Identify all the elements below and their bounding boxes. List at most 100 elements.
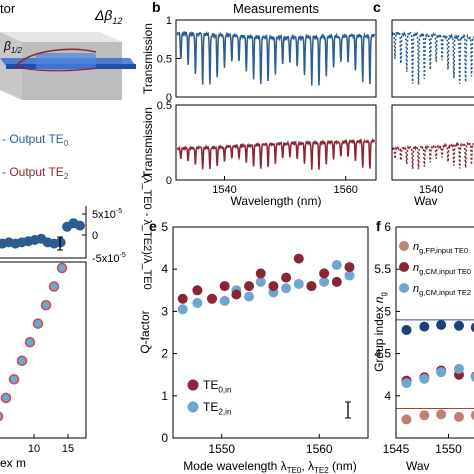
e-xtick-label: 1560: [306, 442, 333, 456]
panel-b-label: b: [152, 0, 161, 15]
panel-e-label: e: [149, 218, 157, 234]
e-point-TE2,in: [177, 304, 188, 315]
e-point-TE0,in: [207, 293, 217, 304]
f-point: [470, 410, 474, 420]
b-top-ytick-label: 0: [166, 92, 172, 104]
b-top-plot: 0 0.5 1 Transmission: [141, 15, 377, 104]
f-ylabel-sub: g: [379, 292, 388, 296]
f-legend-main: n: [413, 283, 419, 295]
beta-label: β1/2: [3, 39, 23, 55]
e-ytick-label: 2: [161, 347, 168, 361]
d-right-ytick-label: 5x10-5: [92, 208, 122, 221]
f-ylabel: Group index ng: [372, 292, 388, 372]
f-xlabel-partial: Wav: [406, 459, 430, 473]
e-xlabel-part: TE2: [314, 466, 329, 474]
e-point-TE0,in: [219, 281, 230, 292]
e-point-TE0,in: [293, 253, 304, 264]
c-axes-frame: [391, 19, 474, 98]
e-point-TE0,in: [331, 276, 342, 287]
e-point-TE0,in: [177, 293, 188, 304]
b-bottom-ylabel: Transmission: [141, 107, 155, 178]
e-point-TE0,in: [255, 268, 266, 279]
d-right-ytick-label: 0: [92, 230, 98, 242]
f-axes-frame: [395, 226, 474, 439]
f-ytick-label: 6: [384, 220, 391, 234]
f-point: [436, 367, 447, 378]
e-axes-frame: [172, 226, 369, 439]
e-point-TE0,in: [306, 281, 317, 292]
f-legend-marker: [399, 241, 409, 251]
d-lower-point: [8, 374, 20, 385]
b-top-ytick-label: 1: [166, 15, 172, 27]
f-ytick-label: 5: [384, 304, 391, 318]
d-lower-point: [24, 336, 36, 348]
d-lower-point: [0, 411, 4, 422]
d-right-ytick-exp: -5: [120, 252, 126, 259]
c-axes-frame: [391, 104, 474, 181]
d-lower-point: [16, 355, 28, 367]
e-xlabel-part: TE0: [287, 466, 302, 474]
e-ytick-label: 4: [161, 262, 168, 276]
d-lower-frame: [0, 261, 87, 439]
e-point-TE0,in: [319, 268, 330, 279]
f-point: [401, 414, 412, 425]
c-xlabel-partial: Wav: [414, 194, 438, 208]
e-ytick-label: 5: [161, 220, 168, 234]
e-ytick-label: 1: [161, 389, 168, 403]
e-legend-label-sub: 0,in: [218, 386, 231, 395]
f-ylabel-main: Group index: [372, 303, 386, 372]
f-legend-main: n: [413, 241, 419, 253]
panel-a-label-partial: tor: [0, 1, 16, 16]
e-point-TE2,in: [219, 295, 230, 306]
f-point: [470, 372, 474, 382]
f-point: [419, 410, 430, 421]
f-legend-sub: g,CM,input TE2: [419, 288, 471, 297]
panel-e: e 0 1 2 3 4 5 1550 1560 Q-factor Mode wavelength …: [138, 218, 369, 474]
e-legend-label-main: TE: [203, 400, 218, 414]
e-xtick-label: 1550: [208, 442, 235, 456]
e-point-TE2,in: [319, 276, 330, 287]
c-xtick-label: 1540: [419, 184, 443, 196]
e-legend-label-sub: 2,in: [218, 408, 231, 417]
e-ylabel: Q-factor: [138, 310, 152, 353]
e-point-TE2,in: [331, 259, 342, 270]
d-right-ytick-exp: -5: [116, 208, 122, 215]
panel-c-label: c: [373, 0, 381, 15]
f-legend-sub: g,CM,input TE0: [419, 267, 471, 276]
f-legend-marker: [399, 283, 409, 293]
c-series-line: [391, 30, 474, 85]
f-point: [454, 320, 464, 331]
e-legend-label: TE0,in: [203, 378, 232, 395]
c-series-line: [391, 141, 474, 170]
d-xtick-label: 10: [28, 443, 40, 455]
f-ylabel-n: n: [372, 296, 386, 303]
f-legend-main: n: [413, 262, 419, 274]
legend-output-te2: - Output TE2: [2, 165, 69, 181]
f-point: [454, 411, 464, 422]
e-ytick-label: 0: [161, 431, 168, 445]
e-xlabel-part: (nm): [329, 459, 357, 473]
e-point-TE2,in: [281, 283, 292, 294]
f-point: [470, 322, 474, 333]
d-lower-point: [32, 318, 44, 329]
e-point-TE0,in: [231, 289, 242, 300]
legend-output-te0: - Output TE0: [2, 132, 69, 148]
d-lower-point: [56, 262, 68, 274]
e-xlabel: Mode wavelength λTE0, λTE2 (nm): [183, 459, 356, 474]
e-point-TE0,in: [268, 281, 279, 292]
f-ytick-label: 4: [384, 389, 391, 403]
e-ytick-label: 3: [161, 304, 168, 318]
f-legend-label: ng,CM,input TE0: [413, 262, 471, 276]
e-point-TE0,in: [244, 281, 255, 292]
f-xtick-label: 1550: [435, 442, 462, 456]
b-bottom-xtick-label: 1560: [333, 184, 357, 196]
b-top-series-line-0: [176, 30, 376, 86]
f-point: [419, 321, 430, 332]
f-point: [419, 373, 430, 384]
e-xlabel-part: Mode wavelength λ: [183, 459, 286, 473]
